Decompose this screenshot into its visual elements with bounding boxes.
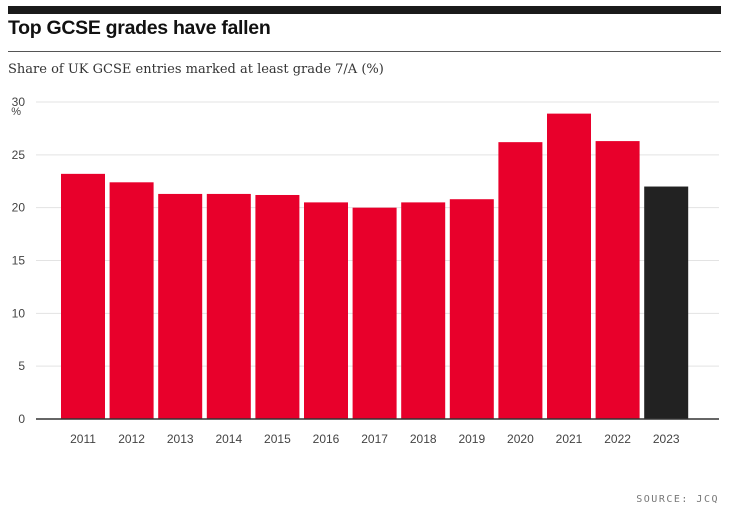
bar-2018 [401, 202, 446, 419]
x-tick-label: 2016 [313, 432, 340, 446]
y-tick-label: 20 [12, 201, 26, 215]
bar-2015 [255, 194, 300, 419]
bar-2011 [61, 173, 105, 419]
x-tick-label: 2020 [507, 432, 534, 446]
bar-2016 [304, 202, 348, 419]
y-tick-label: 25 [12, 148, 26, 162]
x-tick-label: 2018 [410, 432, 437, 446]
bar-2022 [595, 141, 640, 419]
x-tick-label: 2012 [118, 432, 145, 446]
x-tick-label: 2017 [361, 432, 388, 446]
y-tick-label: 0 [18, 412, 25, 426]
x-tick-label: 2015 [264, 432, 291, 446]
bar-2014 [206, 193, 251, 419]
bar-2020 [498, 142, 543, 420]
y-tick-label: 5 [18, 359, 25, 373]
x-tick-label: 2022 [604, 432, 631, 446]
bar-2012 [109, 182, 154, 419]
x-tick-label: 2013 [167, 432, 194, 446]
y-unit-label: % [11, 106, 21, 118]
top-rule [8, 6, 721, 14]
y-tick-label: 10 [12, 306, 26, 320]
title-divider [8, 51, 721, 52]
bar-2019 [449, 199, 494, 419]
source-note: SOURCE: JCQ [636, 494, 719, 505]
bar-2023 [644, 186, 689, 419]
bar-2017 [352, 207, 397, 419]
y-tick-label: 30 [12, 95, 26, 109]
y-tick-label: 15 [12, 254, 26, 268]
x-tick-label: 2021 [556, 432, 583, 446]
x-tick-label: 2014 [215, 432, 242, 446]
bar-2021 [547, 113, 591, 419]
chart-title: Top GCSE grades have fallen [8, 17, 271, 39]
chart-subtitle: Share of UK GCSE entries marked at least… [8, 62, 384, 77]
bar-2013 [158, 193, 203, 419]
x-tick-label: 2023 [653, 432, 680, 446]
x-tick-label: 2011 [70, 432, 96, 446]
x-tick-label: 2019 [458, 432, 485, 446]
